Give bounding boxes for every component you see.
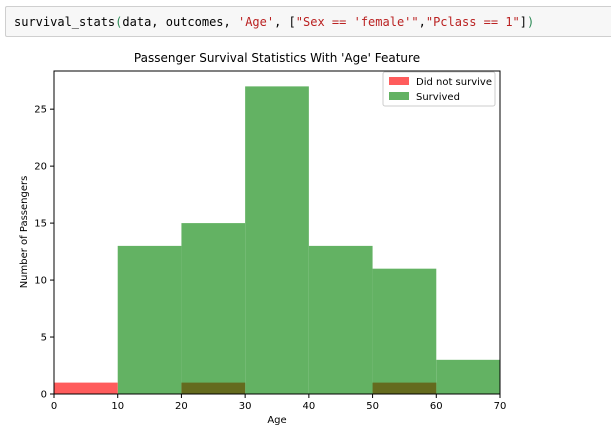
x-tick-label: 50 — [366, 401, 379, 412]
legend-swatch-did-not-survive — [389, 77, 409, 85]
legend: Did not survive Survived — [382, 71, 496, 107]
code-cell[interactable]: survival_stats(data, outcomes, 'Age', ["… — [5, 6, 611, 37]
plot-frame — [53, 70, 501, 395]
legend-label-did-not-survive: Did not survive — [416, 77, 492, 88]
y-tick-label: 5 — [41, 333, 47, 344]
open-paren: ( — [115, 15, 123, 29]
bar-survived — [372, 268, 437, 394]
filter-pclass: "Pclass == 1" — [425, 15, 520, 29]
code-line[interactable]: survival_stats(data, outcomes, 'Age', ["… — [14, 14, 534, 30]
legend-swatch-survived — [389, 92, 409, 100]
x-tick-label: 60 — [430, 401, 443, 412]
x-tick-label: 20 — [175, 401, 188, 412]
bar-did-not-survive — [372, 382, 437, 394]
bar-survived — [245, 86, 309, 394]
y-axis-label: Number of Passengers — [19, 176, 30, 289]
function-name: survival_stats — [14, 15, 116, 29]
y-tick-label: 10 — [34, 276, 47, 287]
filter-sex: "Sex == 'female'" — [295, 15, 419, 29]
bar-did-not-survive — [181, 382, 246, 394]
y-tick-label: 20 — [34, 162, 47, 173]
x-tick-label: 10 — [111, 401, 124, 412]
bar-survived — [436, 359, 500, 394]
bar-survived — [117, 245, 182, 394]
x-tick-label: 70 — [494, 401, 507, 412]
chart-title: Passenger Survival Statistics With 'Age'… — [134, 51, 420, 65]
x-tick-label: 40 — [302, 401, 315, 412]
x-tick-label: 30 — [239, 401, 252, 412]
list-close: ] — [519, 15, 528, 29]
filter-separator: , — [418, 15, 426, 29]
y-tick-label: 0 — [41, 390, 47, 401]
bar-survived — [181, 223, 246, 394]
legend-label-survived: Survived — [416, 92, 460, 103]
legend-box — [382, 71, 496, 107]
bar-did-not-survive — [54, 382, 118, 394]
bars-layer — [54, 86, 500, 394]
list-open: , [ — [274, 15, 296, 29]
y-axis: 0 5 10 15 20 25 — [34, 105, 54, 401]
x-tick-label: 0 — [51, 401, 57, 412]
plain-args: data, outcomes, — [122, 15, 238, 29]
close-paren: ) — [527, 15, 535, 29]
y-tick-label: 25 — [34, 105, 47, 116]
x-axis: 0 10 20 30 40 50 60 70 — [51, 394, 507, 412]
feature-arg: 'Age' — [237, 15, 275, 29]
bar-survived — [308, 245, 373, 394]
x-axis-label: Age — [267, 415, 286, 426]
y-tick-label: 15 — [34, 219, 47, 230]
